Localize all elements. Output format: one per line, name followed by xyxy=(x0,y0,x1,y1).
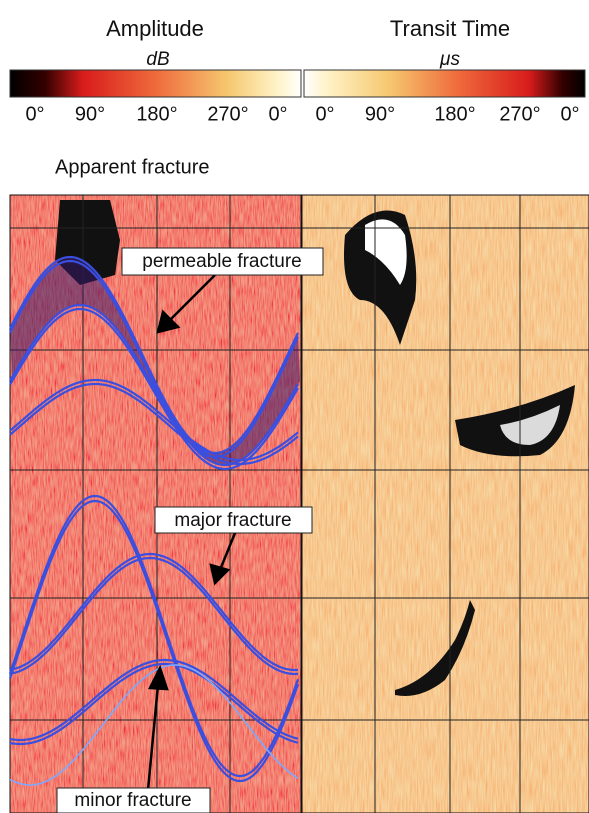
arrows xyxy=(146,274,237,791)
arrowhead xyxy=(156,309,181,334)
fracture-sinusoid xyxy=(9,378,299,462)
scale-label: 0° xyxy=(25,103,44,125)
fracture-sinusoid xyxy=(8,499,300,783)
section-title: Apparent fracture xyxy=(55,156,210,178)
arrowhead xyxy=(209,563,231,586)
annotation: minor fracture xyxy=(74,790,191,811)
annotation-box xyxy=(121,247,324,276)
scale-label: 0° xyxy=(560,103,579,125)
scale-label: 0° xyxy=(315,103,334,125)
fracture-sinusoid xyxy=(9,382,299,466)
bright-zone xyxy=(500,405,560,445)
annotation: major fracture xyxy=(174,510,291,531)
fracture-sinusoid xyxy=(9,664,299,786)
scale-label: 270° xyxy=(499,103,540,125)
scale-label: 90° xyxy=(365,103,395,125)
grid xyxy=(9,194,589,813)
annotation-box xyxy=(154,506,313,534)
amplitude-unit: dB xyxy=(146,49,170,70)
fracture-sinusoid xyxy=(9,307,299,471)
transit-colorbar xyxy=(303,69,586,98)
fracture-sinusoid xyxy=(9,552,299,672)
scale-label: 180° xyxy=(434,103,475,125)
dark-zone xyxy=(455,385,575,457)
fracture-sinusoid xyxy=(9,259,299,459)
arrow xyxy=(218,532,237,571)
scale-label: 90° xyxy=(75,103,105,125)
arrow xyxy=(169,274,216,321)
fracture-sinusoid xyxy=(9,658,299,742)
arrowhead xyxy=(148,664,169,691)
transit-unit: μs xyxy=(439,49,460,70)
annotation-box xyxy=(56,787,211,813)
dark-zone xyxy=(395,600,475,696)
amplitude-title: Amplitude xyxy=(106,16,204,41)
fracture-sinusoid xyxy=(8,494,300,778)
fracture-sinusoid xyxy=(9,556,299,676)
transit-title: Transit Time xyxy=(390,16,510,41)
panel-frame xyxy=(9,194,589,813)
scale-label: 0° xyxy=(268,103,287,125)
fracture-sinusoid xyxy=(9,255,299,455)
arrow xyxy=(146,684,160,791)
annotation: permeable fracture xyxy=(142,251,301,272)
scale-label: 270° xyxy=(207,103,248,125)
fracture-sinusoid xyxy=(9,303,299,467)
scale-label: 180° xyxy=(136,103,177,125)
amplitude-colorbar xyxy=(9,69,302,98)
transit-texture xyxy=(302,195,589,813)
fracture-sinusoid xyxy=(9,662,299,746)
